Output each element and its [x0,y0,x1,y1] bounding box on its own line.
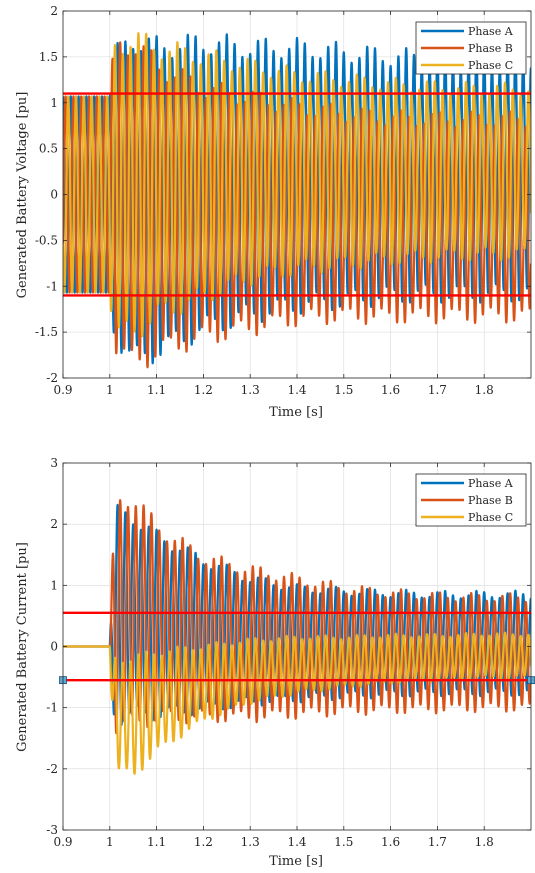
current-x-tick-label: 1 [106,835,114,849]
voltage-x-tick-label: 1.3 [241,383,260,397]
voltage-y-tick-label: 2 [50,4,58,18]
current-chart: Time [s] Generated Battery Current [pu] … [15,456,535,869]
voltage-y-tick-label: 1 [50,96,58,110]
voltage-y-tick-label: 1.5 [39,50,58,64]
voltage-y-tick-label: -2 [46,371,58,385]
current-legend-label-phase-c: Phase C [468,511,513,524]
current-x-tick-label: 1.6 [381,835,400,849]
voltage-series-phase-c [63,32,531,338]
voltage-x-tick-label: 1.4 [287,383,306,397]
current-y-tick-label: 2 [50,517,58,531]
current-x-tick-label: 1.3 [241,835,260,849]
current-legend-label-phase-b: Phase B [468,494,513,507]
current-series-phase-a [63,503,531,726]
voltage-legend: Phase A Phase B Phase C [415,21,527,75]
voltage-x-tick-label: 1.5 [334,383,353,397]
current-y-tick-label: 1 [50,578,58,592]
current-y-tick-label: 3 [50,456,58,470]
voltage-x-tick-label: 1.6 [381,383,400,397]
current-x-axis-label: Time [s] [269,854,323,869]
current-y-tick-label: -1 [46,701,58,715]
current-x-tick-label: 1.1 [147,835,166,849]
current-x-tick-label: 1.7 [428,835,447,849]
voltage-legend-label-phase-c: Phase C [468,59,513,72]
voltage-x-tick-label: 1.1 [147,383,166,397]
voltage-legend-label-phase-a: Phase A [468,25,514,38]
current-x-tick-label: 0.9 [53,835,72,849]
current-legend: Phase A Phase B Phase C [415,473,527,527]
voltage-x-axis-label: Time [s] [269,405,323,420]
voltage-y-tick-label: 0.5 [39,142,58,156]
current-legend-label-phase-a: Phase A [468,477,514,490]
current-x-tick-label: 1.2 [194,835,213,849]
current-x-tick-label: 1.5 [334,835,353,849]
current-series-phase-c [63,631,531,775]
voltage-chart: Time [s] Generated Battery Voltage [pu] … [15,4,532,420]
voltage-y-tick-label: -0.5 [35,233,58,247]
voltage-x-tick-label: 1.8 [475,383,494,397]
current-y-tick-label: -3 [46,823,58,837]
current-y-tick-label: 0 [50,640,58,654]
voltage-legend-label-phase-b: Phase B [468,42,513,55]
current-y-tick-label: -2 [46,762,58,776]
current-x-tick-label: 1.8 [475,835,494,849]
voltage-x-tick-label: 1 [106,383,114,397]
voltage-y-tick-label: 0 [50,188,58,202]
voltage-y-axis-label: Generated Battery Voltage [pu] [15,92,30,299]
voltage-y-tick-label: -1 [46,279,58,293]
current-y-axis-label: Generated Battery Current [pu] [15,542,30,752]
voltage-x-tick-label: 1.2 [194,383,213,397]
current-x-tick-label: 1.4 [287,835,306,849]
voltage-x-tick-label: 1.7 [428,383,447,397]
voltage-x-tick-label: 0.9 [53,383,72,397]
current-series-group [63,499,531,775]
voltage-y-tick-label: -1.5 [35,325,58,339]
